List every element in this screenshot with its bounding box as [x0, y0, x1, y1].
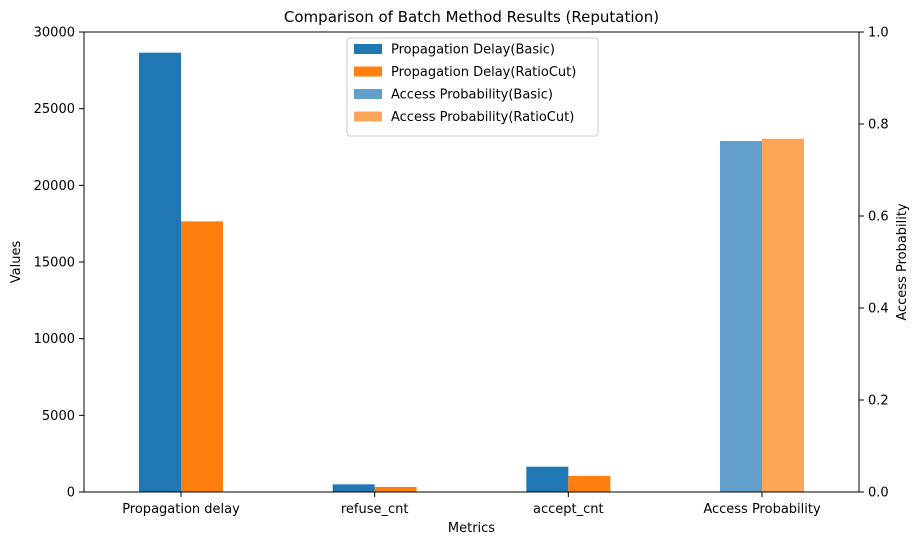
y-tick-label: 10000	[34, 332, 75, 347]
y-tick-label: 25000	[34, 102, 75, 117]
x-tick-label: Access Probability	[703, 502, 821, 517]
y-axis-ticks: 0 5000 10000 15000 20000 25000 30000	[34, 26, 84, 501]
x-tick-label: accept_cnt	[533, 502, 604, 517]
left-series-bar-1-2	[568, 475, 611, 492]
y2-tick-label: 0.6	[868, 210, 889, 225]
left-series-bar-1-1	[374, 486, 417, 492]
left-series-bar-1-0	[181, 221, 223, 492]
y2-axis-label: Access Probability	[895, 203, 910, 321]
legend-swatch	[354, 66, 382, 77]
legend-label: Access Probability(RatioCut)	[391, 110, 574, 125]
y2-tick-label: 1.0	[868, 26, 889, 41]
bars-group	[139, 52, 804, 492]
legend-box	[346, 37, 599, 137]
legend-swatch	[354, 111, 382, 122]
y-tick-label: 15000	[34, 256, 75, 271]
right-series-bar-1-3	[762, 138, 804, 492]
legend-swatch	[354, 44, 382, 54]
y2-tick-label: 0.2	[868, 394, 889, 409]
x-axis-label: Metrics	[448, 521, 495, 536]
y-tick-label: 20000	[34, 179, 75, 194]
left-series-bar-0-0	[139, 52, 181, 492]
x-axis-ticks: Propagation delay refuse_cnt accept_cnt Acc…	[122, 492, 821, 517]
y2-tick-label: 0.4	[868, 302, 889, 317]
legend-label: Propagation Delay(RatioCut)	[391, 65, 576, 80]
y2-axis-ticks: 0.0 0.2 0.4 0.6 0.8 1.0	[859, 26, 889, 501]
chart-title: Comparison of Batch Method Results (Repu…	[284, 8, 659, 26]
y2-tick-label: 0.8	[868, 118, 889, 133]
legend-label: Propagation Delay(Basic)	[391, 43, 555, 58]
legend-label: Access Probability(Basic)	[391, 88, 553, 103]
left-series-bar-0-2	[526, 466, 569, 492]
right-series-bar-0-3	[720, 141, 762, 492]
y-axis-label: Values	[9, 241, 24, 284]
y-tick-label: 0	[67, 486, 75, 501]
y-tick-label: 30000	[34, 26, 75, 41]
x-tick-label: refuse_cnt	[341, 502, 409, 517]
y2-tick-label: 0.0	[868, 486, 889, 501]
y-tick-label: 5000	[42, 409, 75, 424]
left-series-bar-0-1	[332, 484, 375, 492]
x-tick-label: Propagation delay	[122, 502, 240, 517]
legend-swatch	[354, 89, 382, 99]
legend: Propagation Delay(Basic) Propagation Dela…	[346, 37, 599, 137]
